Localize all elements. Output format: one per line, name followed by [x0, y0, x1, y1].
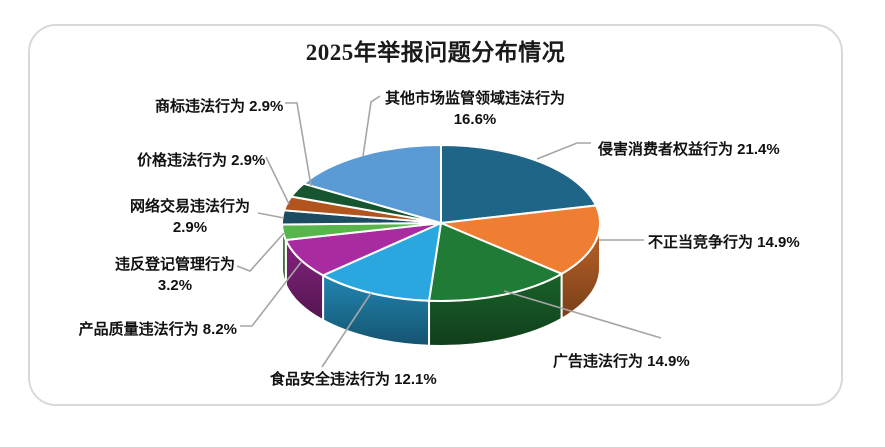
pie-label-unfair-competition: 不正当竞争行为 14.9%: [648, 234, 800, 251]
leader-line-other-market-supervision: [362, 95, 381, 157]
leader-line-trademark: [285, 102, 312, 187]
pie-label-registration-management: 违反登记管理行为 3.2%: [114, 256, 235, 294]
leader-line-food-safety: [321, 292, 372, 368]
leader-line-online-transaction: [257, 212, 285, 219]
pie-label-online-transaction: 网络交易违法行为 2.9%: [129, 198, 250, 236]
pie-slice-consumer-rights: [440, 144, 597, 224]
leader-line-consumer-rights: [536, 142, 591, 160]
pie-slice-advertising: [428, 222, 563, 302]
pie-slice-unfair-competition: [440, 204, 601, 275]
pie-label-food-safety: 食品安全违法行为 12.1%: [270, 371, 437, 388]
chart-frame: [28, 24, 843, 406]
leader-line-product-quality: [240, 260, 303, 327]
pie-slice-other-market-supervision: [302, 144, 442, 224]
pie-label-pricing: 价格违法行为 2.9%: [137, 152, 266, 169]
pie-label-trademark: 商标违法行为 2.9%: [155, 98, 284, 115]
pie-label-product-quality: 产品质量违法行为 8.2%: [78, 321, 237, 338]
leader-line-registration-management: [236, 232, 285, 272]
pie-label-advertising: 广告违法行为 14.9%: [553, 353, 690, 370]
chart-title: 2025年举报问题分布情况: [305, 40, 566, 65]
leader-line-pricing: [265, 156, 290, 205]
pie-label-other-market-supervision: 其他市场监管领域违法行为 16.6%: [384, 90, 565, 128]
pie-label-consumer-rights: 侵害消费者权益行为 21.4%: [598, 141, 780, 158]
leader-line-advertising: [503, 290, 662, 339]
